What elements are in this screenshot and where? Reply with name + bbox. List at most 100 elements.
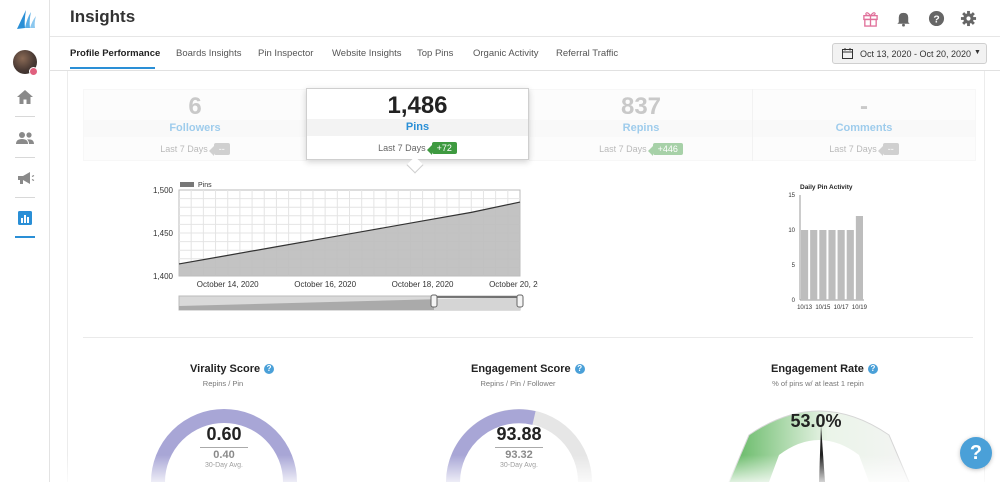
gauge-title-text: Virality Score: [190, 363, 261, 375]
sidebar-divider: [15, 157, 35, 158]
y-tick-label: 10: [788, 228, 795, 234]
svg-text:?: ?: [933, 14, 939, 25]
people-icon[interactable]: [15, 128, 35, 148]
pins-area-chart[interactable]: 1,500 1,450 1,400 October 14, 2020 October 1…: [108, 179, 538, 314]
gift-icon[interactable]: [862, 10, 879, 27]
stat-value: -: [860, 93, 868, 120]
bar: [810, 230, 818, 300]
tab-top-pins[interactable]: Top Pins: [417, 48, 454, 59]
stat-label: Followers: [169, 122, 221, 134]
help-icon[interactable]: ?: [867, 364, 878, 374]
gauge-value: 93.88: [496, 424, 542, 444]
tab-website-insights[interactable]: Website Insights: [332, 48, 402, 59]
stat-label: Comments: [835, 122, 893, 134]
calendar-icon: [842, 48, 853, 59]
gauge-value: 0.60: [206, 424, 242, 444]
stat-value: 837: [620, 93, 662, 120]
y-tick-label: 1,450: [153, 229, 174, 238]
tab-profile-performance[interactable]: Profile Performance: [70, 48, 161, 59]
stat-change-badge: +72: [426, 142, 457, 155]
legend-label: Pins: [198, 182, 212, 189]
sidebar-divider: [15, 116, 35, 117]
pinterest-badge-icon: [29, 67, 38, 76]
x-tick-label: 10/17: [834, 305, 850, 311]
stat-followers[interactable]: 6 Followers Last 7 Days --: [83, 89, 307, 161]
tab-pin-inspector[interactable]: Pin Inspector: [258, 48, 314, 59]
virality-gauge: [151, 409, 297, 482]
gauge-divider: [495, 447, 543, 448]
stat-value: 6: [188, 93, 202, 120]
daily-pin-activity-chart[interactable]: Daily Pin Activity 15 10 5 010/13 10/15 10/17 1…: [704, 179, 880, 314]
stat-label: Pins: [405, 121, 430, 133]
megaphone-icon[interactable]: [15, 168, 35, 188]
analytics-icon[interactable]: [15, 208, 35, 228]
stat-period-label: Last 7 Days: [378, 143, 426, 153]
y-tick-label: 1,500: [153, 186, 174, 195]
help-icon[interactable]: ?: [574, 364, 585, 374]
range-handle: [516, 294, 524, 308]
tab-boards-insights[interactable]: Boards Insights: [176, 48, 242, 59]
y-tick-label: 0: [792, 298, 796, 304]
bar: [828, 230, 836, 300]
gauge-average: 93.32: [505, 449, 533, 461]
gauge-title: Engagement Rate?: [771, 363, 878, 375]
gauge-subtitle: Repins / Pin: [202, 379, 244, 388]
stat-change-badge: --: [208, 143, 230, 156]
sidebar-divider: [15, 197, 35, 198]
stat-period-label: Last 7 Days: [160, 144, 208, 154]
tab-organic-activity[interactable]: Organic Activity: [473, 48, 539, 59]
stat-period: Last 7 Days --: [84, 143, 306, 156]
legend-swatch: [180, 182, 194, 187]
gauge-subtitle: Repins / Pin / Follower: [480, 379, 556, 388]
gear-icon[interactable]: [960, 10, 977, 27]
help-icon[interactable]: ?: [264, 364, 275, 374]
main-content: 6 Followers Last 7 Days -- 1,486 Pins Las…: [67, 71, 985, 482]
stat-period: Last 7 Days --: [753, 143, 975, 156]
help-fab-button[interactable]: ?: [960, 437, 992, 469]
gauge-average-label: 30-Day Avg.: [499, 462, 538, 469]
sidebar-active-indicator: [15, 236, 35, 238]
gauge-subtitle: % of pins w/ at least 1 repin: [772, 379, 864, 388]
engagement-rate-gauge: [728, 410, 910, 482]
stat-repins[interactable]: 837 Repins Last 7 Days +446: [529, 89, 753, 161]
stat-change-badge: --: [877, 143, 899, 156]
stat-comments[interactable]: - Comments Last 7 Days --: [752, 89, 976, 161]
gauge-title-text: Engagement Score: [471, 363, 571, 375]
stat-label-band: [84, 120, 306, 137]
x-tick-label: 10/13: [797, 305, 813, 311]
date-range-picker[interactable]: Oct 13, 2020 - Oct 20, 2020 ▼: [832, 43, 987, 64]
pins-area: [179, 202, 520, 276]
range-selection: [434, 296, 520, 310]
x-tick-label: 10/15: [815, 305, 831, 311]
x-tick-label: October 18, 2020: [392, 280, 454, 289]
stat-change-badge: +446: [647, 143, 683, 156]
bar: [837, 230, 845, 300]
stat-label: Repins: [622, 122, 660, 134]
tab-bar: Profile Performance Boards Insights Pin …: [50, 37, 1000, 71]
section-divider: [83, 337, 973, 338]
gauge-value: 53.0%: [790, 411, 842, 431]
gauge-average-label: 30-Day Avg.: [204, 462, 243, 469]
bar: [846, 230, 854, 300]
bell-icon[interactable]: [895, 10, 912, 27]
y-tick-label: 5: [792, 263, 796, 269]
stat-label-band: [753, 120, 975, 137]
active-tab-underline: [70, 67, 155, 69]
x-tick-label: October 14, 2020: [197, 280, 259, 289]
home-icon[interactable]: [15, 87, 35, 107]
x-tick-label: October 16, 2020: [294, 280, 356, 289]
help-icon[interactable]: ?: [928, 10, 945, 27]
stat-pins[interactable]: 1,486 Pins Last 7 Days +72: [306, 88, 529, 160]
stat-period: Last 7 Days +72: [307, 142, 528, 155]
gauge-divider: [200, 447, 248, 448]
gauge-title: Virality Score?: [190, 363, 275, 375]
stat-label-band: [530, 120, 752, 137]
sidebar: [0, 0, 50, 482]
tab-referral-traffic[interactable]: Referral Traffic: [556, 48, 619, 59]
gauge-average: 0.40: [213, 449, 235, 461]
y-tick-label: 1,400: [153, 272, 174, 281]
stat-label-band: [307, 119, 528, 136]
range-handle: [430, 294, 438, 308]
tailwind-logo-icon[interactable]: [14, 8, 38, 32]
